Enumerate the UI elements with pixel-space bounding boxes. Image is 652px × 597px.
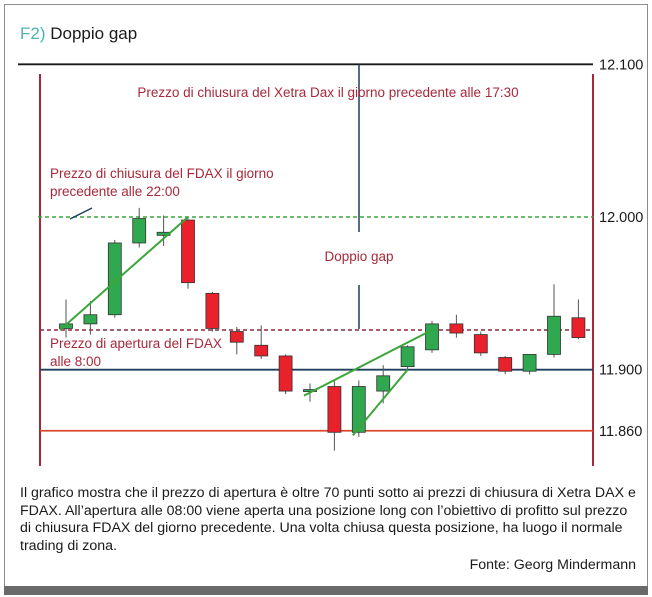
figure-caption: Il grafico mostra che il prezzo di apert… [20,485,636,554]
candle-body [107,242,122,316]
fdax-close-pointer [69,207,93,220]
label-xetra-close: Prezzo di chiusura del Xetra Dax il gior… [137,85,518,100]
candle-body [132,218,147,244]
candle-body [327,386,342,433]
candle-body [181,219,195,284]
candle-body [278,355,293,392]
candle-body [547,315,561,355]
candle-body [425,323,439,351]
y-tick-label: 12.000 [599,210,643,226]
candle-body [376,375,391,392]
y-tick-label: 11.860 [599,424,642,440]
label-fdax-open: Prezzo di apertura del FDAX alle 8:00 [50,336,222,369]
candle-body [498,357,513,372]
figure-source: Fonte: Georg Mindermann [469,557,636,573]
trend-line [59,216,189,331]
y-tick-label: 12.100 [599,57,643,73]
candle-body [254,344,269,357]
candle-body [473,334,488,354]
figure-title: F2) Doppio gap [20,24,137,44]
candle-body [83,314,98,325]
candle-body [522,354,537,372]
candle-body [449,323,464,334]
candle-body [205,292,220,329]
label-fdax-close: Prezzo di chiusura del FDAX il giorno pre… [50,166,274,199]
candle-body [400,346,415,368]
bottom-bar [4,586,648,595]
candle-body [229,331,244,343]
candle-body [351,386,366,433]
trend-line [303,329,433,397]
y-tick-label: 11.900 [599,363,642,379]
candle-body [571,317,586,339]
figure-number: F2) [20,24,46,43]
trend-line [352,369,409,437]
label-doppio-gap: Doppio gap [324,249,393,264]
figure-title-text: Doppio gap [50,24,138,43]
